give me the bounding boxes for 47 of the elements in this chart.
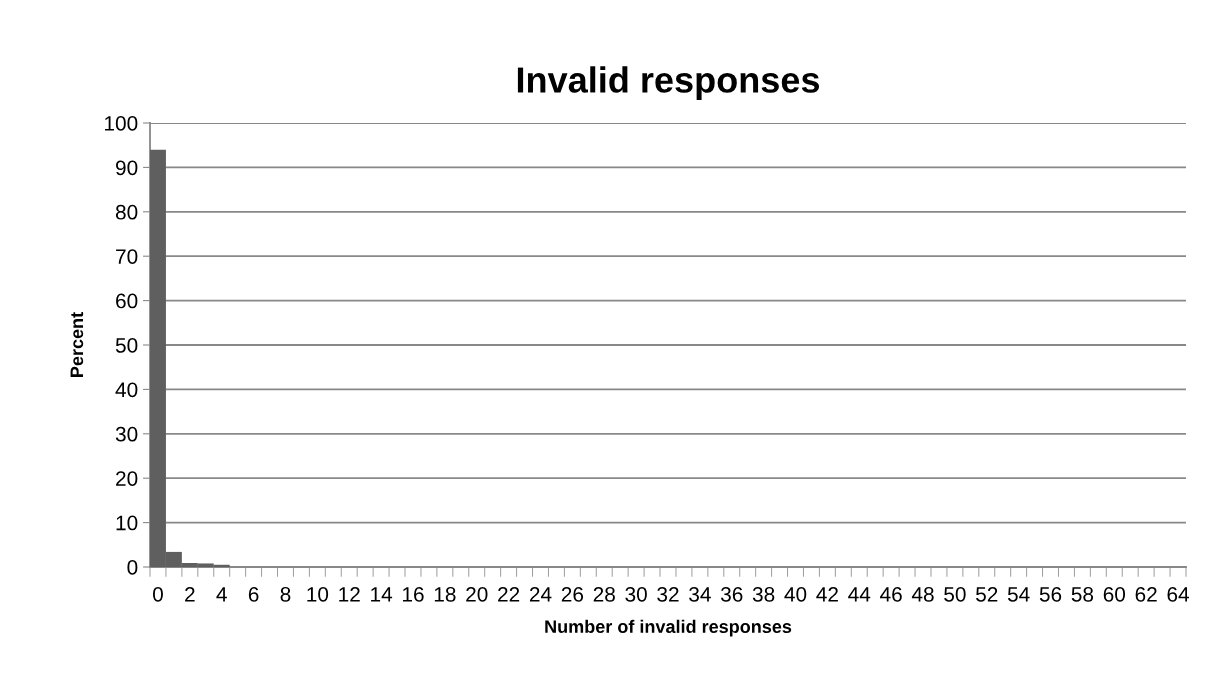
y-tick-label: 40 [115, 382, 138, 398]
y-tick-label: 30 [115, 426, 138, 442]
x-tick-label: 38 [752, 586, 775, 602]
y-tick-label: 70 [116, 249, 138, 264]
x-tick-label: 26 [561, 586, 584, 602]
y-tick-label: 80 [115, 204, 138, 220]
x-tick-label: 16 [402, 586, 424, 602]
x-tick-label: 48 [911, 586, 934, 602]
x-tick-label: 46 [880, 586, 902, 602]
x-tick-label: 64 [1167, 586, 1190, 602]
x-tick-label: 0 [152, 586, 163, 602]
y-axis-title: Percent [70, 312, 84, 377]
x-tick-label: 22 [498, 586, 520, 602]
x-tick-label: 14 [371, 587, 393, 602]
x-tick-label: 40 [784, 586, 807, 602]
y-tick-label: 60 [116, 293, 138, 309]
x-tick-label: 18 [434, 586, 456, 602]
x-tick-label: 8 [280, 586, 291, 602]
x-tick-label: 32 [657, 586, 679, 602]
x-tick-label: 60 [1103, 586, 1126, 602]
x-tick-label: 54 [1007, 587, 1030, 602]
x-tick-label: 10 [307, 586, 329, 602]
x-tick-label: 6 [248, 586, 259, 602]
x-tick-label: 52 [976, 586, 998, 602]
y-tick-label: 100 [105, 116, 138, 131]
chart-title: Invalid responses [517, 66, 820, 100]
x-tick-label: 62 [1135, 586, 1157, 602]
x-tick-label: 44 [848, 587, 871, 602]
x-tick-label: 58 [1071, 586, 1094, 602]
x-tick-label: 28 [593, 586, 615, 602]
y-tick-label: 90 [116, 160, 138, 176]
y-tick-label: 50 [115, 338, 138, 353]
x-tick-label: 36 [720, 586, 743, 602]
x-tick-label: 42 [816, 586, 838, 602]
y-tick-label: 10 [116, 515, 138, 531]
x-tick-label: 12 [339, 586, 360, 602]
y-tick-label: 20 [116, 471, 138, 486]
x-tick-label: 50 [944, 586, 966, 602]
x-tick-label: 24 [529, 586, 552, 602]
x-tick-label: 20 [466, 586, 488, 602]
x-tick-label: 4 [216, 587, 227, 602]
x-axis-title: Number of invalid responses [545, 619, 792, 637]
x-tick-label: 2 [185, 586, 195, 602]
x-tick-label: 56 [1039, 586, 1062, 602]
x-tick-label: 30 [625, 586, 647, 602]
x-tick-label: 34 [689, 586, 711, 602]
y-tick-label: 0 [127, 560, 138, 575]
